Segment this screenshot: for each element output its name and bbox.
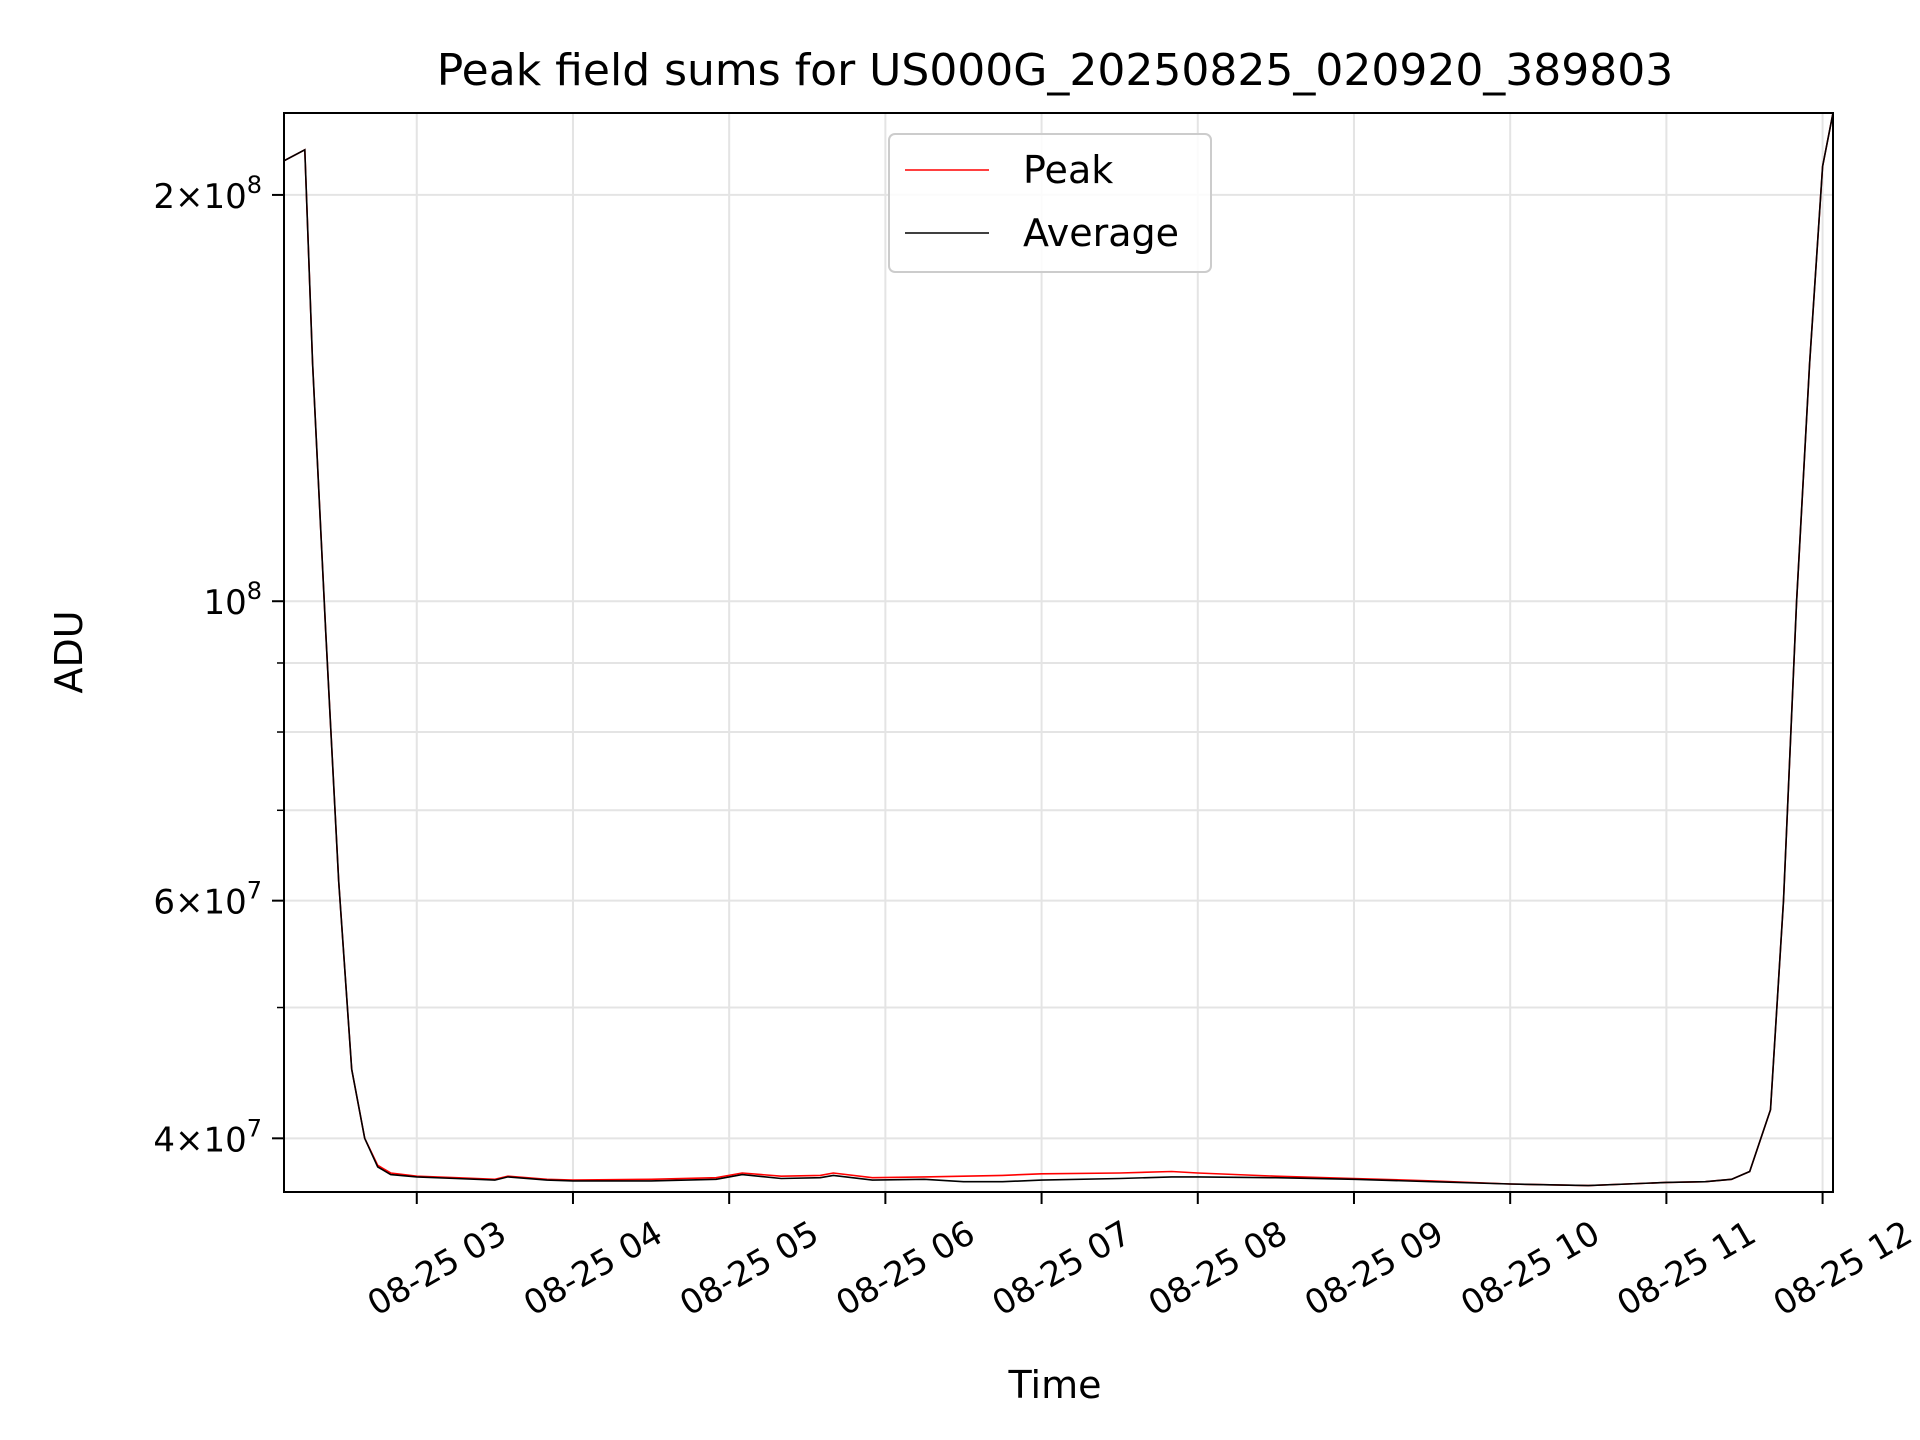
- legend-label-peak: Peak: [1023, 148, 1113, 192]
- y-tick-label: 6×107: [153, 877, 262, 923]
- y-axis: 4×107 6×107 108 2×108: [153, 171, 284, 1160]
- y-tick-label: 4×107: [153, 1114, 262, 1160]
- plot-area: [284, 113, 1833, 1192]
- y-tick-label: 2×108: [153, 171, 262, 217]
- y-axis-label: ADU: [47, 610, 91, 693]
- series-layer: [284, 113, 1833, 1187]
- chart-title: Peak field sums for US000G_20250825_0209…: [437, 45, 1674, 96]
- y-tick-label: 108: [203, 577, 262, 623]
- x-axis-label: Time: [1008, 1363, 1102, 1407]
- legend: Peak Average: [888, 133, 1212, 273]
- legend-box: [888, 133, 1212, 273]
- legend-label-average: Average: [1023, 211, 1179, 255]
- plot-frame: [283, 112, 1834, 1193]
- series-line-average: [284, 113, 1833, 1187]
